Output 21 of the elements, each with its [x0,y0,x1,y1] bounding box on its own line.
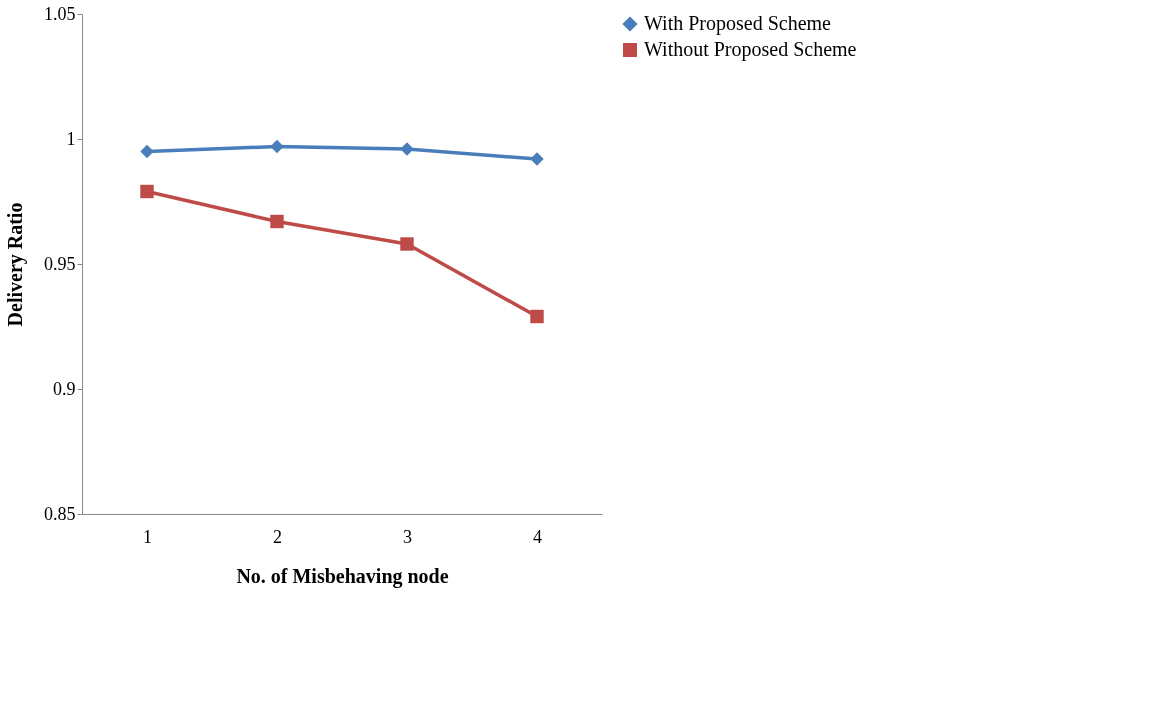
point [530,152,544,166]
point [400,237,414,251]
x-axis-title: No. of Misbehaving node [236,564,449,588]
x-tick-label: 2 [273,526,282,547]
y-tick-label: 0.95 [44,253,76,274]
x-tick-label: 1 [143,526,152,547]
point [400,142,414,156]
point [270,214,284,229]
y-tick-label: 0.9 [53,378,76,399]
point [530,309,544,324]
y-tick-label: 1.05 [44,3,76,24]
point [270,139,284,154]
legend-label: Without Proposed Scheme [644,38,857,61]
y-tick-label: 1 [66,128,76,149]
x-tick-label: 4 [533,526,542,547]
point [140,184,154,199]
point [140,144,154,159]
legend-label: With Proposed Scheme [644,12,832,35]
y-tick-label: 0.85 [44,503,76,524]
y-axis-title: Delivery Ratio [4,202,27,327]
x-tick-label: 3 [403,526,412,547]
